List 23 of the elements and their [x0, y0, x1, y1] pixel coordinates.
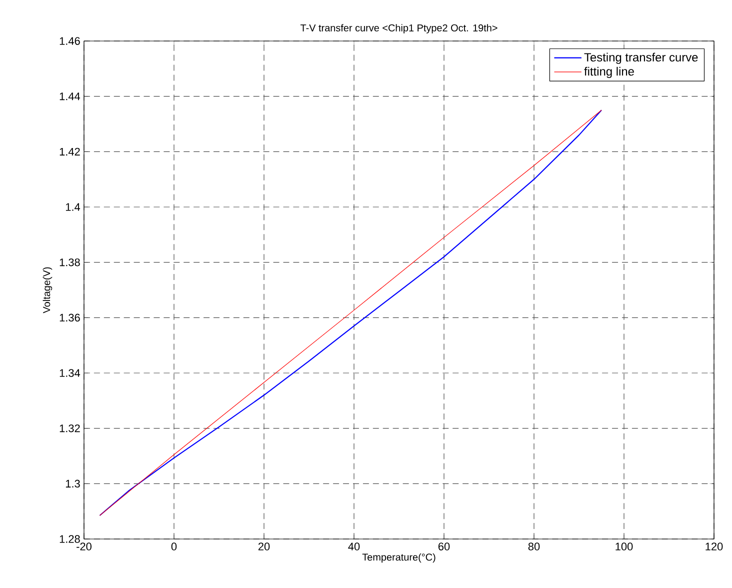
x-tick-label: 20	[258, 542, 270, 550]
y-tick-label: 1.34	[60, 369, 80, 377]
y-tick-label: 1.36	[60, 314, 80, 322]
y-tick-label: 1.44	[60, 92, 80, 100]
x-tick-label: 60	[438, 542, 450, 550]
x-tick-label: -20	[76, 542, 92, 550]
y-tick-label: 1.38	[60, 258, 80, 266]
y-tick-label: 1.46	[60, 37, 80, 45]
legend-label: fitting line	[584, 66, 634, 78]
x-axis-title: Temperature(°C)	[362, 553, 436, 563]
y-tick-label: 1.3	[66, 480, 80, 488]
x-tick-label: 80	[528, 542, 540, 550]
x-tick-label: 40	[348, 542, 360, 550]
y-tick-label: 1.28	[60, 535, 80, 543]
y-axis-title: Voltage(V)	[42, 267, 52, 314]
y-tick-label: 1.4	[66, 203, 80, 211]
y-tick-label: 1.32	[60, 424, 80, 432]
legend-label: Testing transfer curve	[584, 52, 698, 64]
x-tick-label: 0	[171, 542, 177, 550]
x-tick-label: 120	[706, 542, 723, 550]
y-tick-label: 1.42	[60, 148, 80, 156]
chart-title: T-V transfer curve <Chip1 Ptype2 Oct. 19th>	[300, 24, 498, 34]
x-tick-label: 100	[616, 542, 633, 550]
